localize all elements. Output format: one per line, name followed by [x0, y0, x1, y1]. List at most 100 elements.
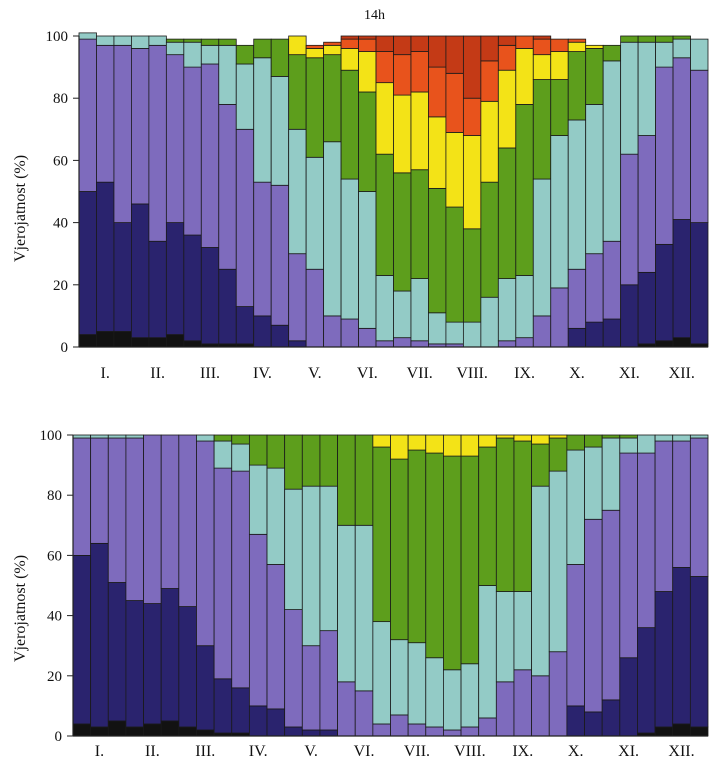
x-tick-label: VI. — [357, 365, 378, 382]
bar-segment — [90, 434, 109, 439]
y-tick-label: 40 — [47, 609, 62, 625]
bar-segment — [585, 48, 604, 105]
bar-segment — [548, 437, 568, 472]
bar-segment — [672, 337, 691, 348]
x-tick-label: XII. — [669, 365, 695, 382]
bar-segment — [196, 434, 215, 442]
bar-segment — [323, 54, 342, 143]
bar-segment — [340, 178, 359, 320]
bar-segment — [567, 38, 587, 43]
x-tick-label: VIII. — [456, 365, 488, 382]
bar-segment — [637, 35, 656, 43]
bar-segment — [78, 38, 97, 192]
bar-segment — [78, 191, 97, 335]
bar-segment — [231, 434, 250, 445]
bar-segment — [390, 434, 409, 460]
x-tick-label: XII. — [668, 743, 694, 760]
bar-segment — [428, 187, 447, 314]
bar-segment — [497, 69, 517, 149]
bar-segment — [532, 54, 552, 80]
bar-segment — [248, 464, 268, 535]
bar-segment — [165, 41, 185, 56]
bar-segment — [428, 66, 447, 118]
bar-segment — [497, 44, 517, 71]
bar-segment — [497, 278, 517, 342]
x-tick-label: IV. — [249, 743, 268, 760]
bar-segment — [354, 434, 374, 526]
bar-segment — [690, 222, 709, 345]
bar-segment — [567, 327, 587, 348]
bar-segment — [566, 564, 585, 707]
bar-segment — [480, 35, 499, 62]
bar-segment — [270, 38, 290, 77]
bar-segment — [337, 681, 356, 737]
bar-segment — [107, 437, 127, 583]
y-tick-label: 100 — [46, 29, 69, 45]
bar-segment — [654, 440, 674, 592]
bar-segment — [532, 38, 552, 56]
bar-segment — [354, 690, 374, 737]
bar-segment — [390, 639, 409, 716]
bar-segment — [550, 287, 569, 348]
bar-segment — [410, 51, 429, 93]
bar-segment — [78, 334, 97, 348]
bar-segment — [672, 434, 691, 442]
bar-segment — [165, 38, 185, 43]
bar-segment — [90, 726, 109, 737]
bar-segment — [375, 82, 394, 155]
bar-segment — [480, 296, 499, 348]
bar-segment — [253, 315, 272, 348]
x-tick-label: V. — [308, 365, 322, 382]
bar-segment — [131, 337, 150, 348]
bar-segment — [178, 434, 197, 607]
bar-segment — [200, 247, 220, 345]
bar-segment — [358, 35, 377, 40]
bar-segment — [266, 564, 286, 710]
bar-segment — [231, 443, 250, 472]
bar-segment — [375, 51, 394, 84]
bar-segment — [655, 41, 674, 68]
bar-segment — [253, 38, 272, 59]
bar-segment — [428, 35, 447, 68]
bar-segment — [495, 434, 515, 439]
y-axis-title: Vjerojatnost (%) — [12, 554, 29, 662]
bar-segment — [689, 434, 709, 439]
bar-segment — [672, 57, 691, 220]
bar-segment — [235, 44, 255, 65]
bar-segment — [445, 35, 464, 74]
bar-segment — [218, 44, 237, 105]
x-tick-label: VII. — [404, 743, 430, 760]
bar-segment — [531, 443, 550, 487]
bar-segment — [393, 35, 412, 56]
bar-segment — [531, 485, 550, 677]
bar-segment — [390, 458, 409, 641]
bar-segment — [566, 705, 585, 737]
x-tick-label: II. — [150, 365, 165, 382]
bar-segment — [445, 321, 464, 345]
x-tick-label: V. — [304, 743, 318, 760]
x-tick-label: XI. — [618, 743, 639, 760]
bar-segment — [160, 720, 180, 737]
bar-segment — [337, 434, 356, 526]
bar-segment — [637, 627, 656, 734]
bar-segment — [235, 128, 255, 307]
bar-segment — [266, 708, 286, 737]
bar-segment — [340, 48, 359, 71]
bar-segment — [425, 434, 444, 454]
bar-segment — [443, 434, 462, 457]
bar-segment — [160, 588, 180, 722]
bar-segment — [497, 147, 517, 279]
bar-segment — [72, 434, 92, 439]
bar-segment — [637, 271, 656, 345]
bar-segment — [323, 315, 342, 348]
bar-segment — [462, 321, 482, 348]
x-tick-label: IV. — [253, 365, 272, 382]
bar-segment — [340, 69, 359, 180]
bar-segment — [410, 91, 429, 171]
bar-segment — [550, 79, 569, 136]
bar-segment — [90, 542, 109, 728]
bar-segment — [148, 44, 167, 242]
bar-segment — [165, 54, 185, 224]
y-tick-label: 0 — [61, 340, 69, 356]
bar-segment — [513, 440, 533, 592]
